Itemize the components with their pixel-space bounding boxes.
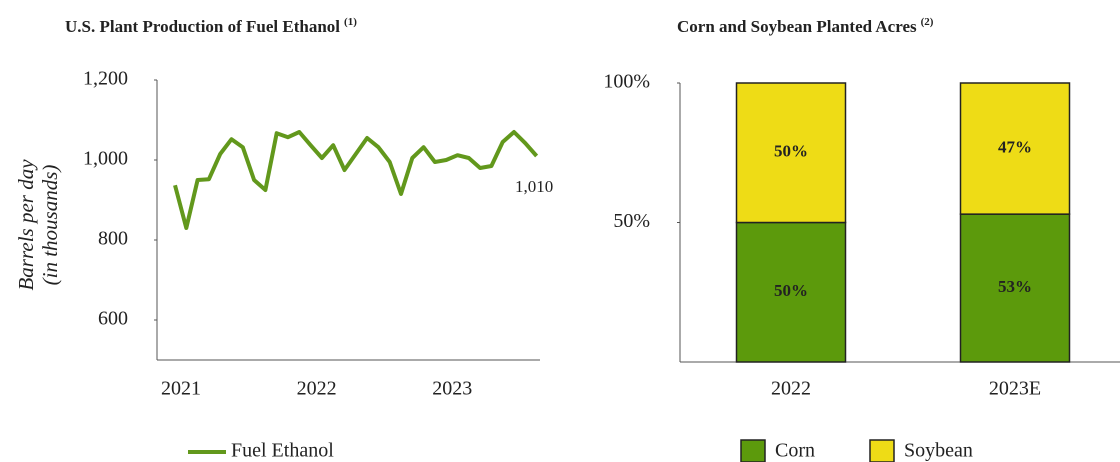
title-footnote: (1) (344, 16, 357, 28)
legend-label: Soybean (904, 440, 973, 462)
title-text: Corn and Soybean Planted Acres (677, 17, 917, 36)
legend-label: Corn (775, 440, 815, 462)
x-tick-label: 2023E (989, 378, 1041, 400)
x-tick-label: 2023 (432, 378, 472, 400)
y-axis-label: (in thousands) (38, 165, 62, 286)
chart-title: Corn and Soybean Planted Acres (2) (677, 16, 934, 36)
y-tick-label: 50% (613, 210, 650, 232)
chart-title: U.S. Plant Production of Fuel Ethanol (1) (65, 16, 357, 36)
y-tick-label: 1,000 (83, 148, 128, 170)
value-label: 50% (774, 281, 808, 300)
bar-segment (735, 221, 847, 363)
legend-label: Fuel Ethanol (231, 440, 334, 462)
x-tick-label: 2022 (771, 378, 811, 400)
y-tick-label: 800 (98, 228, 128, 250)
bar-segment (959, 213, 1071, 363)
legend-swatch (869, 439, 895, 462)
y-tick-label: 600 (98, 308, 128, 330)
bar-segment (959, 82, 1071, 215)
y-tick-label: 100% (603, 71, 650, 93)
value-label: 50% (774, 142, 808, 161)
value-label: 53% (998, 277, 1032, 296)
x-tick-label: 2022 (297, 378, 337, 400)
y-axis-label: Barrels per day (14, 159, 38, 291)
value-label: 47% (998, 137, 1032, 156)
title-text: U.S. Plant Production of Fuel Ethanol (65, 17, 340, 36)
bar-segment (735, 82, 847, 224)
title-footnote: (2) (921, 16, 934, 28)
line-series (173, 130, 539, 230)
y-tick-label: 1,200 (83, 68, 128, 90)
annotation: 1,010 (515, 177, 553, 196)
x-tick-label: 2021 (161, 378, 201, 400)
legend-swatch (740, 439, 766, 462)
